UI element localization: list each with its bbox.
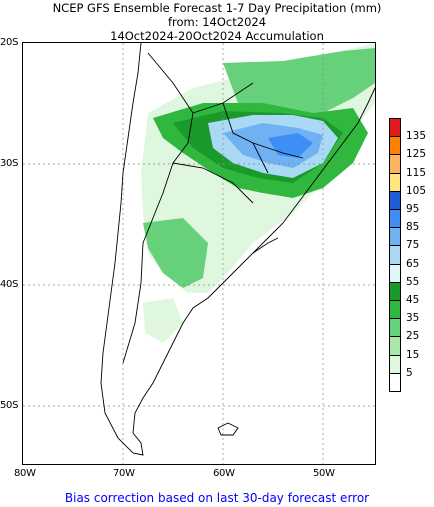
- legend-swatch: [389, 154, 401, 174]
- accumulation-period: 14Oct2024-20Oct2024 Accumulation: [110, 29, 324, 43]
- legend-swatch: [389, 136, 401, 156]
- legend-swatch: [389, 245, 401, 265]
- south-america-coast: [100, 42, 376, 456]
- legend-level-label: 45: [406, 294, 420, 306]
- legend-swatch: [389, 354, 401, 374]
- legend-swatch: [389, 227, 401, 247]
- legend-swatch: [389, 172, 401, 192]
- legend-swatch: [389, 263, 401, 283]
- lon-label-60w: 60W: [213, 468, 235, 479]
- precip-mid-patch: [143, 218, 208, 288]
- legend-level-label: 5: [406, 366, 413, 379]
- legend-level-label: 115: [406, 166, 427, 179]
- precipitation-map: [22, 42, 376, 465]
- forecast-start-date: from: 14Oct2024: [167, 15, 267, 29]
- bias-correction-note: Bias correction based on last 30-day for…: [64, 491, 370, 505]
- legend-level-label: 85: [406, 221, 420, 234]
- legend-level-label: 35: [406, 312, 420, 325]
- legend-level-label: 95: [406, 203, 420, 215]
- river-plate: [252, 237, 279, 254]
- legend-level-label: 25: [406, 330, 420, 343]
- legend-swatch: [389, 372, 401, 392]
- lon-label-80w: 80W: [14, 468, 36, 479]
- lat-label-50s: 50S: [0, 400, 19, 411]
- precip-south-patch: [143, 298, 183, 343]
- legend-swatch: [389, 209, 401, 229]
- map-canvas: [23, 42, 376, 464]
- legend-swatch: [389, 281, 401, 301]
- precipitation-shading: [141, 43, 375, 343]
- lat-label-40s: 40S: [0, 279, 19, 290]
- lat-label-30s: 30S: [0, 158, 19, 169]
- legend-swatch: [389, 300, 401, 320]
- legend-level-label: 75: [406, 239, 420, 252]
- precip-north-band: [223, 48, 375, 113]
- grid-lines: [23, 43, 375, 464]
- legend-swatch: [389, 118, 401, 138]
- legend-level-label: 55: [406, 275, 420, 288]
- lat-label-20s: 20S: [0, 37, 19, 48]
- legend-level-label: 65: [406, 257, 420, 270]
- legend-swatch: [389, 336, 401, 356]
- coastlines: [100, 42, 376, 456]
- falkland-islands: [217, 422, 239, 436]
- map-title: NCEP GFS Ensemble Forecast 1-7 Day Preci…: [52, 1, 382, 15]
- legend-level-label: 135: [406, 130, 427, 143]
- legend-level-label: 105: [406, 184, 427, 197]
- legend-swatch: [389, 190, 401, 210]
- legend-level-label: 15: [406, 348, 420, 361]
- country-borders: [122, 52, 304, 364]
- legend-level-label: 125: [406, 148, 427, 161]
- lon-label-70w: 70W: [113, 468, 135, 479]
- legend-swatch: [389, 318, 401, 338]
- lon-label-50w: 50W: [313, 468, 335, 479]
